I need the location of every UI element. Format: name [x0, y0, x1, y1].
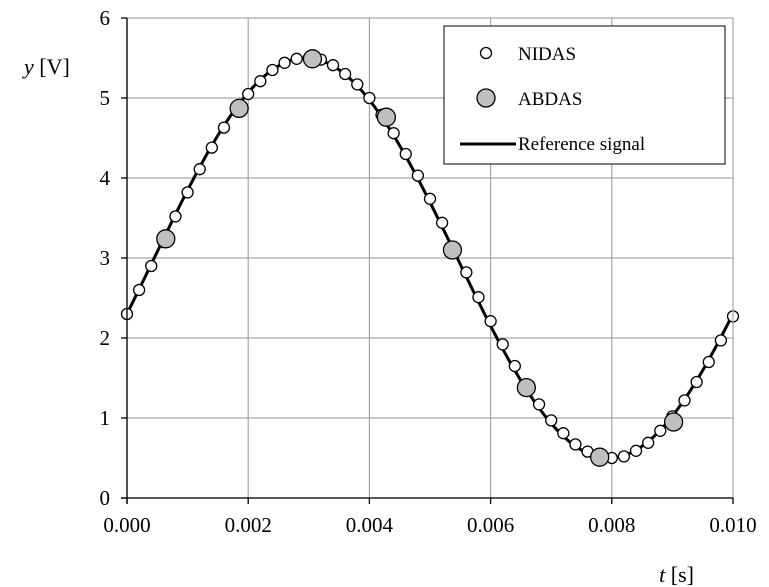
y-axis-label: y [V]: [22, 54, 70, 79]
nidas-point: [169, 210, 182, 223]
nidas-point: [484, 315, 497, 328]
y-tick-label: 3: [100, 246, 111, 270]
nidas-point: [714, 334, 728, 347]
y-tick-label: 2: [100, 326, 111, 350]
nidas-point: [326, 59, 340, 72]
x-tick-label: 0.010: [709, 513, 756, 537]
abdas-point: [442, 240, 463, 260]
legend-nidas-label: NIDAS: [518, 44, 576, 65]
legend-nidas-marker: [479, 46, 493, 60]
nidas-point: [545, 414, 558, 427]
nidas-point: [629, 444, 643, 457]
abdas-point: [302, 49, 323, 69]
nidas-point: [266, 63, 279, 77]
y-axis-variable: y: [22, 54, 34, 79]
abdas-point: [376, 107, 397, 127]
x-axis-label: t [s]: [659, 562, 694, 587]
nidas-point: [205, 141, 218, 154]
y-tick-label: 0: [100, 486, 111, 510]
nidas-point: [423, 192, 437, 205]
x-tick-label: 0.002: [225, 513, 272, 537]
nidas-point: [387, 127, 400, 140]
legend: NIDAS ABDAS Reference signal: [443, 25, 726, 165]
nidas-point: [145, 259, 158, 273]
nidas-point: [217, 121, 231, 134]
nidas-point: [290, 52, 303, 65]
x-tick-label: 0.008: [588, 513, 635, 537]
abdas-series: [156, 49, 684, 467]
legend-abdas-marker: [476, 88, 496, 108]
nidas-point: [678, 394, 691, 407]
y-tick-label: 4: [100, 166, 111, 190]
nidas-point: [193, 163, 206, 176]
x-tick-label: 0.000: [103, 513, 150, 537]
x-tick-labels: 0.000 0.002 0.004 0.006 0.008 0.010: [103, 513, 756, 537]
nidas-point: [496, 338, 509, 351]
nidas-point: [557, 427, 570, 440]
nidas-point: [460, 266, 473, 279]
axes: [121, 17, 734, 504]
abdas-point: [663, 412, 684, 432]
nidas-point: [254, 75, 267, 88]
nidas-point: [363, 91, 376, 105]
abdas-point: [516, 377, 536, 398]
y-tick-label: 5: [100, 86, 111, 110]
nidas-point: [339, 67, 352, 81]
nidas-point: [435, 216, 449, 229]
nidas-point: [242, 87, 255, 101]
x-tick-label: 0.004: [346, 513, 394, 537]
nidas-point: [702, 355, 715, 369]
nidas-point: [399, 147, 412, 161]
nidas-point: [690, 375, 703, 389]
nidas-point: [617, 450, 631, 463]
abdas-point: [229, 98, 249, 119]
nidas-point: [508, 359, 521, 373]
y-tick-labels: 0 1 2 3 4 5 6: [100, 6, 111, 510]
legend-reference-label: Reference signal: [518, 134, 645, 155]
nidas-point: [181, 186, 194, 199]
y-tick-label: 1: [100, 406, 111, 430]
nidas-point: [654, 424, 667, 437]
nidas-point: [132, 283, 146, 297]
y-axis-unit: [V]: [34, 54, 70, 79]
nidas-point: [642, 436, 655, 449]
legend-abdas-label: ABDAS: [518, 89, 582, 110]
x-axis-unit: [s]: [665, 562, 694, 587]
nidas-point: [351, 78, 364, 91]
nidas-point: [569, 438, 582, 451]
y-tick-label: 6: [100, 6, 111, 30]
abdas-point: [156, 229, 176, 249]
x-tick-label: 0.006: [467, 513, 514, 537]
nidas-point: [278, 56, 291, 69]
abdas-point: [590, 447, 610, 467]
nidas-point: [532, 398, 546, 411]
nidas-point: [411, 169, 425, 182]
x-axis-variable: t: [659, 562, 666, 587]
nidas-point: [472, 291, 485, 304]
